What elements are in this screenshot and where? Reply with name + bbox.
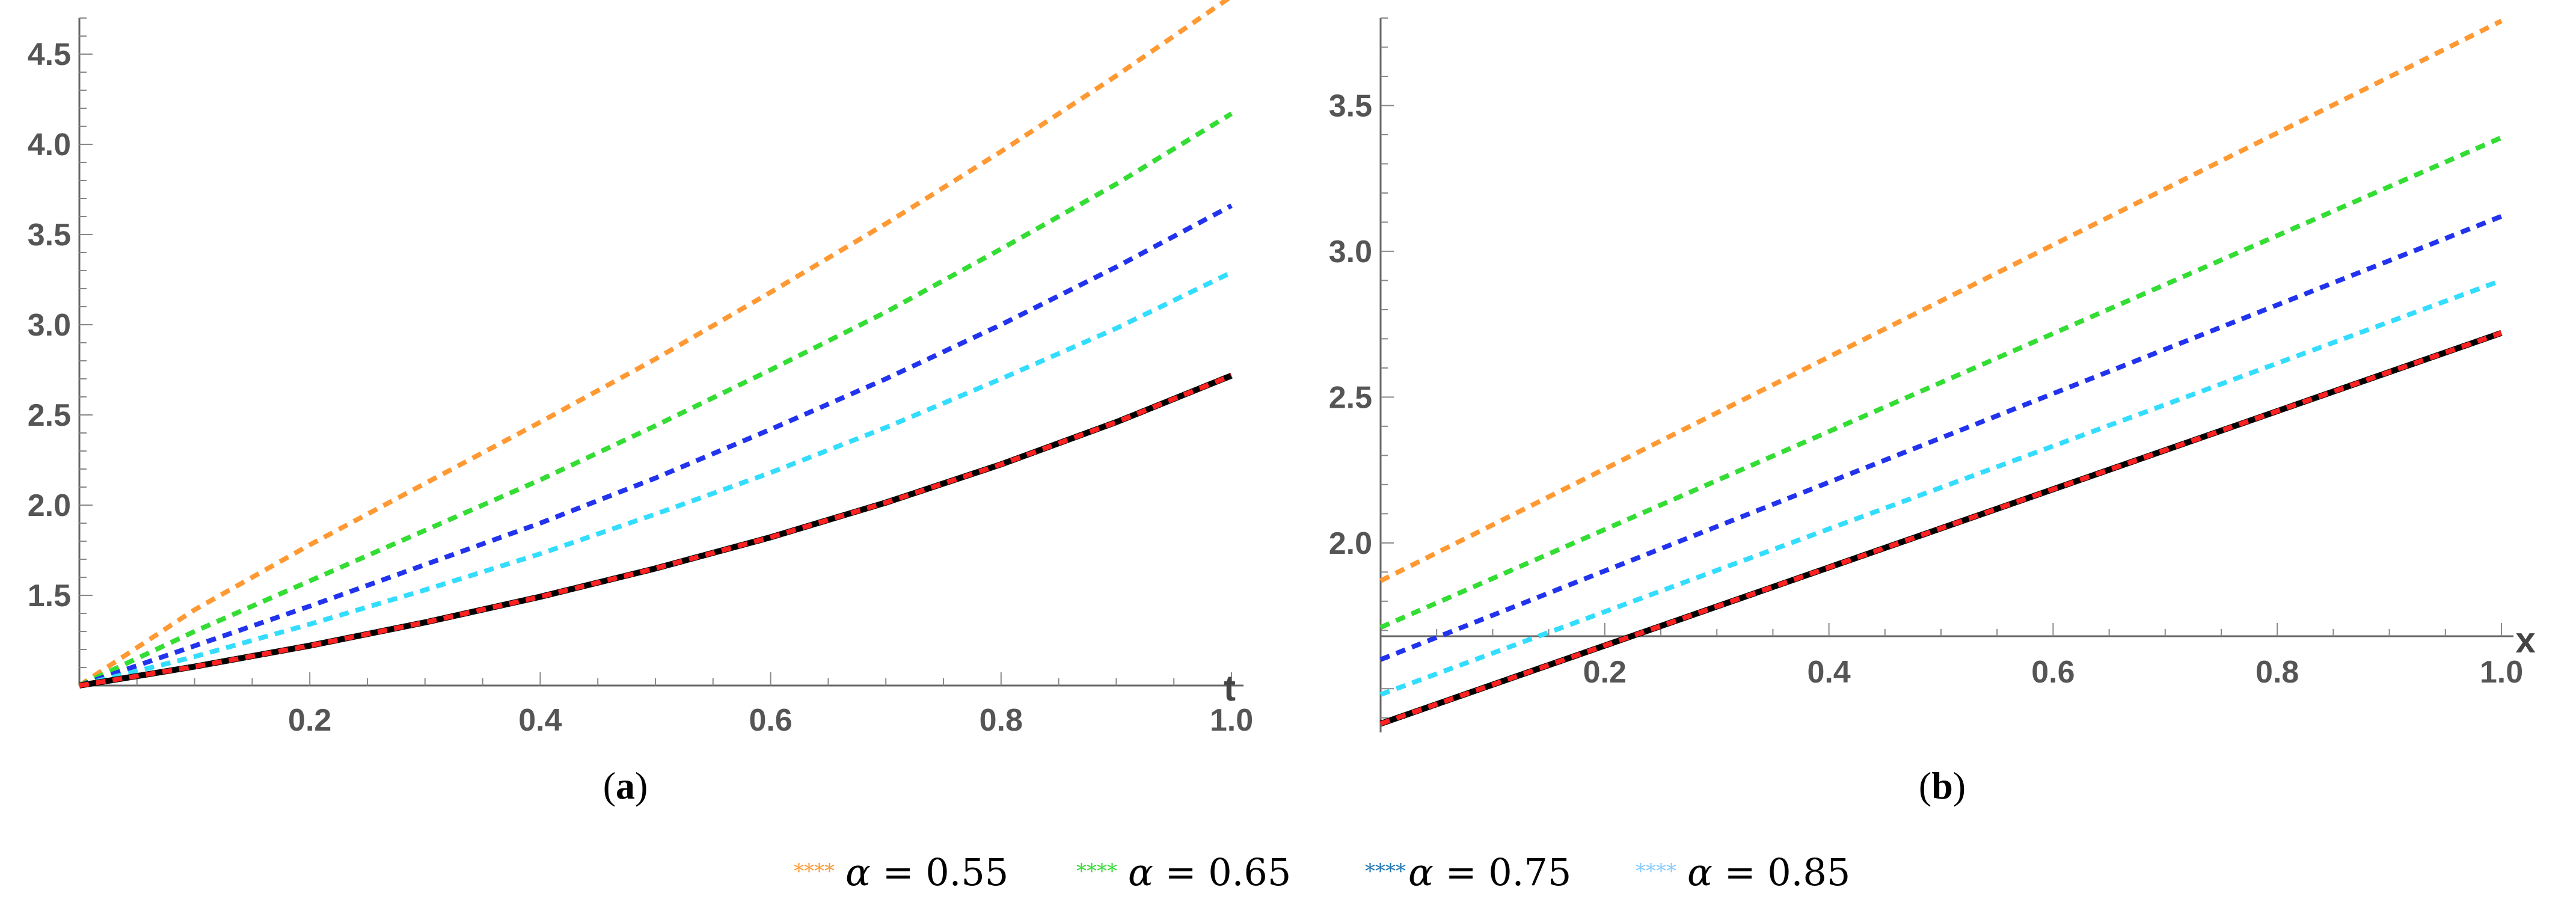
x-tick-label: 0.4 <box>518 703 562 738</box>
x-tick-label: 0.4 <box>1807 655 1850 690</box>
y-tick-label: 1.5 <box>28 578 71 613</box>
x-axis-label: x <box>2515 620 2535 660</box>
panel-b-chart: 2.0 2.5 3.0 3.5 0.2 0.4 0.6 0.8 1.0x <box>1329 17 2536 732</box>
x-tick-label: 1.0 <box>1210 703 1253 738</box>
x-tick-label: 0.8 <box>2256 655 2299 690</box>
legend-entry-0: **** α = 0.55 <box>794 850 1008 894</box>
y-tick-label: 3.5 <box>28 218 71 253</box>
series-line-2 <box>1379 213 2503 662</box>
legend-entry-3: **** α = 0.85 <box>1636 850 1850 894</box>
panel-a-chart: 1.5 2.0 2.5 3.0 3.5 4.0 4.5 0.2 0.4 0.6 0.8 1.0t <box>28 0 1253 738</box>
panel-a-caption: (a) <box>603 764 648 807</box>
x-axis-label: t <box>1224 668 1236 708</box>
series-line-5 <box>79 373 1233 688</box>
y-tick-label: 3.5 <box>1329 88 1372 123</box>
legend: **** α = 0.55 **** α = 0.65 ****α = 0.75 *… <box>794 850 1850 894</box>
y-tick-label: 2.5 <box>28 398 71 433</box>
x-tick-label: 1.0 <box>2480 655 2523 690</box>
x-tick-label: 0.8 <box>980 703 1023 738</box>
series-line-1 <box>1379 135 2503 630</box>
series-line-3 <box>79 270 1233 688</box>
y-tick-label: 2.5 <box>1329 380 1372 415</box>
y-tick-label: 4.5 <box>28 37 71 72</box>
y-tick-label: 2.0 <box>28 488 71 523</box>
legend-symbol: **** <box>1636 859 1676 883</box>
y-tick-label: 3.0 <box>1329 235 1372 269</box>
legend-symbol: **** <box>1365 859 1406 883</box>
y-tick-label: 3.0 <box>28 308 71 343</box>
series-line-5 <box>1379 330 2503 726</box>
series-line-1 <box>78 111 1233 688</box>
y-tick-label: 2.0 <box>1329 526 1372 561</box>
y-tick-label: 4.0 <box>28 127 71 162</box>
legend-symbol: **** <box>794 859 835 883</box>
series-line-0 <box>78 0 1231 688</box>
legend-symbol: **** <box>1076 859 1117 883</box>
series-line-4 <box>79 372 1233 689</box>
x-tick-label: 0.2 <box>288 703 331 738</box>
x-tick-label: 0.2 <box>1583 655 1627 690</box>
x-tick-label: 0.6 <box>749 703 792 738</box>
series-line-2 <box>78 203 1233 688</box>
legend-entry-2: ****α = 0.75 <box>1365 850 1571 894</box>
panel-b-caption: (b) <box>1919 764 1966 807</box>
series-line-3 <box>1379 278 2503 697</box>
x-tick-label: 0.6 <box>2031 655 2075 690</box>
series-line-0 <box>1379 19 2503 583</box>
legend-entry-1: **** α = 0.65 <box>1076 850 1291 894</box>
